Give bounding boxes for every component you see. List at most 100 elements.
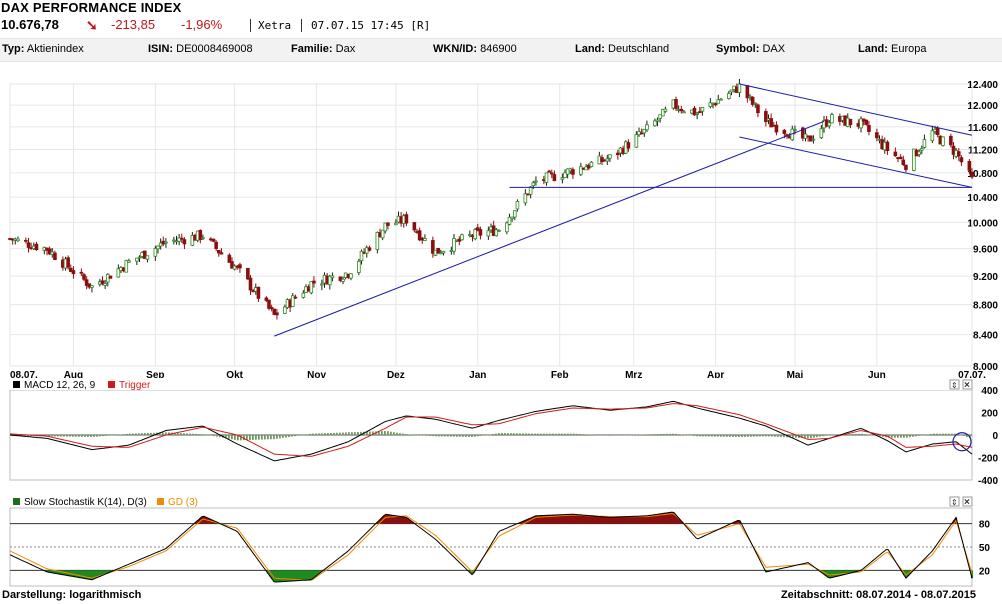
candle-body: [756, 104, 760, 114]
candle-body: [269, 307, 274, 310]
macd-histogram-bar: [945, 433, 947, 435]
y-tick-label: 8.000: [973, 362, 998, 373]
candle-body: [486, 230, 491, 237]
macd-histogram-bar: [267, 435, 269, 440]
candle-body: [327, 275, 332, 286]
macd-histogram-bar: [684, 434, 686, 436]
candle-body: [103, 283, 107, 286]
panel-close-button[interactable]: [962, 379, 973, 390]
candle-body: [867, 125, 871, 133]
macd-histogram-bar: [72, 435, 74, 437]
macd-histogram-bar: [606, 435, 608, 436]
macd-histogram-bar: [87, 435, 89, 437]
macd-histogram-bar: [351, 432, 353, 435]
instrument-title: DAX PERFORMANCE INDEX: [1, 0, 182, 15]
macd-histogram-bar: [930, 434, 932, 435]
candle-body: [645, 124, 649, 131]
y-tick-label: 10.400: [967, 193, 998, 204]
candle-body: [507, 216, 512, 225]
x-tick-label: Mai: [787, 370, 804, 381]
macd-histogram-bar: [252, 435, 254, 440]
macd-histogram-bar: [903, 435, 905, 438]
macd-histogram-bar: [534, 433, 536, 435]
macd-histogram-bar: [279, 435, 281, 439]
macd-histogram-bar: [573, 433, 575, 435]
macd-histogram-bar: [726, 435, 728, 437]
y-tick-label: 8.400: [973, 331, 998, 342]
panel-resize-button[interactable]: [949, 496, 960, 507]
y-tick-label: 11.200: [968, 145, 998, 156]
macd-histogram-bar: [63, 435, 65, 437]
macd-histogram-bar: [657, 434, 659, 435]
macd-histogram-bar: [408, 434, 410, 435]
macd-histogram-bar: [78, 435, 80, 437]
candle-body: [600, 157, 604, 163]
macd-histogram-bar: [495, 433, 497, 435]
macd-histogram-bar: [927, 434, 929, 435]
candle-body: [216, 249, 221, 254]
macd-histogram-bar: [864, 434, 866, 435]
info-symbol: Symbol: DAX: [716, 43, 786, 55]
candle-body: [320, 283, 324, 286]
macd-histogram-bar: [546, 433, 548, 435]
macd-histogram-bar: [699, 435, 701, 437]
candle-body: [563, 172, 567, 179]
macd-histogram-bar: [249, 435, 251, 440]
macd-histogram-bar: [933, 433, 935, 435]
candle-body: [290, 295, 295, 307]
candle-body: [793, 128, 797, 131]
candle-body: [283, 306, 287, 314]
exchange-label: Xetra: [258, 19, 292, 32]
macd-title-bar: [10, 378, 972, 390]
macd-histogram-bar: [492, 434, 494, 435]
candle-body: [616, 152, 620, 156]
macd-histogram-bar: [723, 435, 725, 437]
x-tick-label: Sep: [146, 370, 164, 381]
macd-histogram-bar: [111, 435, 113, 436]
candle-body: [24, 239, 28, 242]
x-tick-label: Jun: [868, 370, 886, 381]
macd-histogram-bar: [873, 435, 875, 436]
y-tick-label: 9.600: [973, 245, 998, 256]
macd-histogram-bar: [201, 434, 203, 435]
candle-body: [748, 95, 752, 98]
macd-histogram-bar: [174, 432, 176, 435]
panel-resize-button[interactable]: [949, 379, 960, 390]
macd-histogram-bar: [585, 434, 587, 435]
macd-histogram-bar: [69, 435, 71, 437]
macd-histogram-bar: [27, 435, 29, 436]
candle-body: [956, 151, 961, 157]
gd-legend-swatch: [157, 498, 164, 505]
macd-histogram-bar: [501, 433, 503, 435]
macd-histogram-bar: [882, 435, 884, 437]
macd-histogram-bar: [243, 435, 245, 441]
macd-histogram-bar: [486, 434, 488, 436]
y-tick-label: 10.800: [967, 169, 998, 180]
macd-histogram-bar: [390, 431, 392, 435]
candle-body: [941, 136, 945, 146]
candle-body: [230, 261, 234, 269]
trigger-legend-label: Trigger: [119, 380, 151, 391]
macd-histogram-bar: [384, 430, 386, 435]
macd-histogram-bar: [603, 435, 605, 436]
trend-line-channel-bottom: [739, 136, 973, 188]
candle-body: [359, 250, 364, 262]
macd-histogram-bar: [762, 435, 764, 437]
candle-body: [634, 134, 639, 148]
candle-body: [404, 214, 409, 224]
candle-body: [367, 247, 372, 251]
candle-body: [769, 118, 773, 128]
macd-histogram-bar: [405, 434, 407, 435]
candle-body: [764, 111, 768, 123]
info-isin: ISIN: DE0008469008: [148, 43, 253, 55]
panel-close-button[interactable]: [962, 496, 973, 507]
macd-histogram-bar: [315, 433, 317, 435]
candle-body: [753, 102, 758, 105]
resize-icon: ⇕: [951, 498, 958, 507]
macd-histogram-bar: [123, 434, 125, 435]
macd-histogram-bar: [276, 435, 278, 439]
macd-histogram-bar: [231, 435, 233, 440]
macd-histogram-bar: [483, 435, 485, 436]
candle-body: [560, 177, 565, 180]
macd-histogram-bar: [468, 435, 470, 437]
